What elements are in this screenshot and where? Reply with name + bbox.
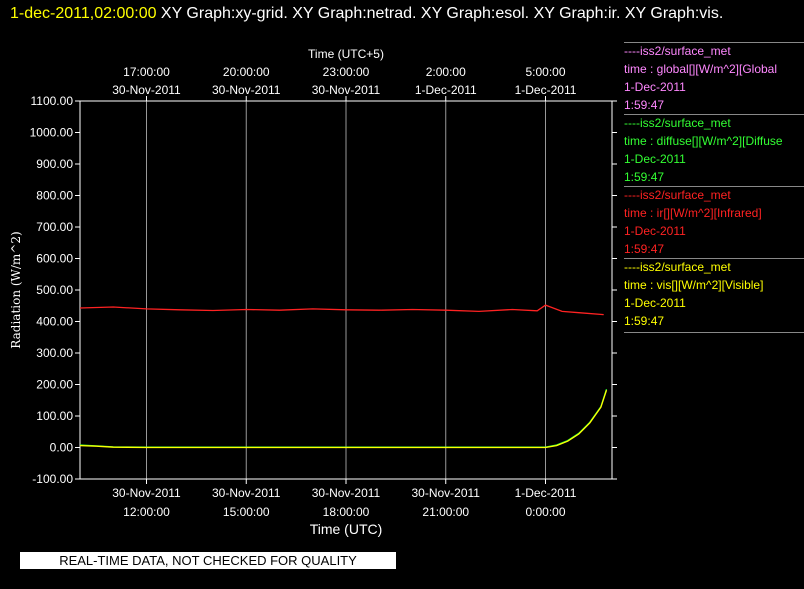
x2-tick-label-date-2: 30-Nov-2011 [312,83,381,97]
x-tick-label-date-0: 30-Nov-2011 [112,486,181,500]
y-tick-label-6: 500.00 [36,283,73,297]
x2-tick-label-time-3: 2:00:00 [426,65,466,79]
legend-separator [624,114,804,115]
x-tick-label-date-1: 30-Nov-2011 [212,486,281,500]
x2-axis-label: Time (UTC+5) [308,47,384,61]
y-tick-label-7: 600.00 [36,252,73,266]
legend-separator [624,42,804,43]
y-axis-label: Radiation (W/m^2) [9,231,23,348]
legend-entry-source: ----iss2/surface_met [624,116,731,130]
x-tick-label-time-3: 21:00:00 [422,505,469,519]
y-tick-label-10: 900.00 [36,157,73,171]
x-tick-label-time-2: 18:00:00 [323,505,370,519]
y-tick-label-9: 800.00 [36,189,73,203]
x2-tick-label-date-1: 30-Nov-2011 [212,83,281,97]
x-tick-label-time-4: 0:00:00 [525,505,565,519]
legend-entry-date: 1-Dec-2011 [624,80,686,94]
x2-tick-label-time-0: 17:00:00 [123,65,170,79]
x-tick-label-time-0: 12:00:00 [123,505,170,519]
series-line-ir [79,304,604,316]
legend-entry-var: time : diffuse[][W/m^2][Diffuse [624,134,783,148]
x-tick-label-date-4: 1-Dec-2011 [515,486,577,500]
y-tick-label-12: 1100.00 [31,94,74,108]
x-tick-label-date-3: 30-Nov-2011 [412,486,481,500]
x2-tick-label-date-4: 1-Dec-2011 [515,83,577,97]
x2-tick-label-date-3: 1-Dec-2011 [415,83,477,97]
x2-tick-label-date-0: 30-Nov-2011 [112,83,181,97]
y-tick-label-4: 300.00 [36,346,73,360]
series-line-vis [79,389,608,449]
legend-entry-time: 1:59:47 [624,242,665,256]
chart-header: 1-dec-2011,02:00:00 XY Graph:xy-grid. XY… [10,3,800,24]
legend-separator [624,258,804,259]
legend-separator [624,186,804,187]
y-tick-label-11: 1000.00 [30,126,74,140]
y-tick-label-5: 400.00 [36,315,73,329]
x-tick-label-time-1: 15:00:00 [223,505,270,519]
y-tick-label-1: 0.00 [50,441,74,455]
x-axis-label: Time (UTC) [310,521,383,537]
header-timestamp: 1-dec-2011,02:00:00 [10,5,157,22]
legend-entry-var: time : global[][W/m^2][Global [624,62,778,76]
y-tick-label-2: 100.00 [36,409,73,423]
series-line-diffuse [79,389,608,448]
header-graph-list: XY Graph:xy-grid. XY Graph:netrad. XY Gr… [156,5,724,22]
legend-entry-date: 1-Dec-2011 [624,224,686,238]
legend-entry-time: 1:59:47 [624,170,665,184]
legend-entry-source: ----iss2/surface_met [624,260,731,274]
x2-tick-label-time-1: 20:00:00 [223,65,270,79]
legend-separator [624,332,804,333]
y-tick-label-0: -100.00 [32,472,73,486]
y-tick-label-8: 700.00 [36,220,73,234]
legend-entry-var: time : ir[][W/m^2][Infrared] [624,206,762,220]
legend-entry-var: time : vis[][W/m^2][Visible] [624,278,764,292]
legend-entry-time: 1:59:47 [624,98,665,112]
y-tick-label-3: 200.00 [36,378,73,392]
legend-entry-source: ----iss2/surface_met [624,188,731,202]
qc-notice: REAL-TIME DATA, NOT CHECKED FOR QUALITY [20,552,396,569]
legend-entry-date: 1-Dec-2011 [624,152,686,166]
x2-tick-label-time-2: 23:00:00 [323,65,370,79]
legend-entry-date: 1-Dec-2011 [624,296,686,310]
legend-entry-source: ----iss2/surface_met [624,44,731,58]
x-tick-label-date-2: 30-Nov-2011 [312,486,381,500]
legend-entry-time: 1:59:47 [624,314,665,328]
x2-tick-label-time-4: 5:00:00 [525,65,565,79]
